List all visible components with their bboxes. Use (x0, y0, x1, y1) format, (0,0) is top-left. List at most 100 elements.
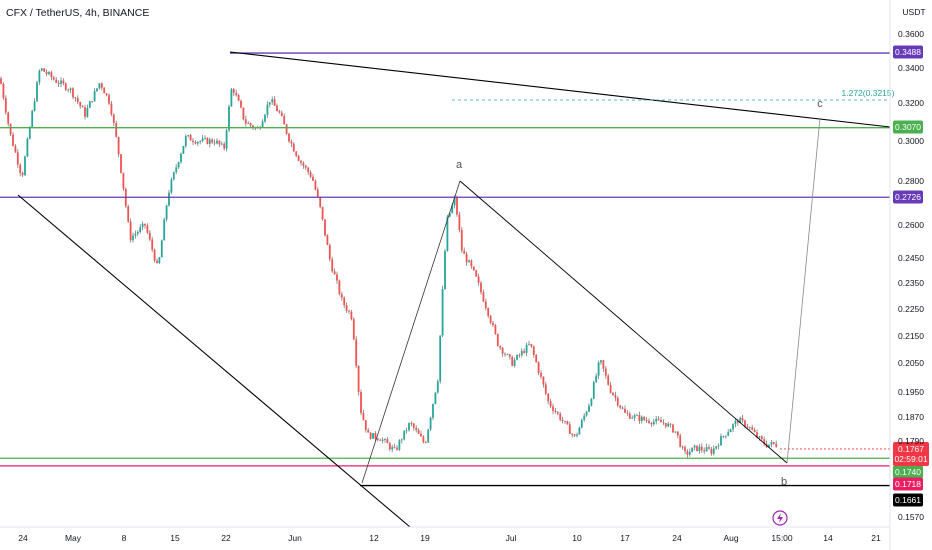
candle-body (268, 102, 271, 105)
candle-body (619, 405, 622, 408)
candle-body (420, 433, 422, 437)
candle-body (362, 412, 365, 421)
candle-body (624, 408, 626, 413)
candle-body (292, 143, 295, 152)
candle-body (283, 116, 286, 125)
level-price-text: 0.1661 (895, 495, 921, 505)
candle-body (580, 419, 583, 428)
candle-body (302, 162, 305, 166)
candle-body (645, 420, 648, 421)
candle-body (216, 140, 218, 144)
candle-body (357, 365, 360, 392)
trendline-upper[interactable] (229, 51, 891, 128)
candle-body (590, 398, 593, 406)
candle-body (736, 420, 739, 423)
candle-body (348, 310, 350, 312)
candle-body (163, 219, 166, 241)
candle-body (403, 430, 406, 440)
candle-body (547, 393, 550, 402)
candle-body (117, 136, 120, 155)
x-tick-label: 19 (420, 533, 430, 543)
candle-body (648, 420, 650, 424)
y-tick-label: 0.2250 (898, 304, 924, 314)
candle-body (520, 350, 523, 356)
candle-body (31, 110, 34, 128)
candle-body (170, 179, 173, 193)
candle-body (494, 325, 497, 334)
candle-body (26, 138, 29, 157)
y-tick-label: 0.2800 (898, 176, 924, 186)
candle-body (376, 438, 379, 440)
candle-body (295, 151, 298, 156)
candle-body (489, 315, 492, 323)
candle-body (184, 136, 187, 147)
candle-body (235, 92, 238, 96)
candle-body (28, 127, 31, 139)
candle-body (643, 416, 646, 421)
candle-body (21, 172, 24, 176)
candle-body (686, 451, 689, 455)
candle-body (177, 162, 180, 168)
candle-body (314, 180, 317, 190)
candle-body (626, 412, 629, 414)
candle-body (108, 95, 110, 104)
trendline-lower[interactable] (17, 194, 411, 528)
candle-body (72, 88, 74, 98)
trendline-a-b[interactable] (459, 180, 788, 464)
candle-body (105, 93, 108, 96)
candle-body (448, 213, 451, 217)
candle-body (122, 172, 125, 189)
candle-body (201, 138, 204, 142)
candle-body (763, 439, 766, 444)
candle-body (220, 143, 223, 145)
candle-body (744, 420, 746, 427)
wave-leg-3[interactable] (786, 117, 821, 464)
candle-body (662, 422, 665, 424)
candle-body (208, 139, 211, 144)
candle-body (172, 172, 175, 180)
candle-body (746, 426, 749, 428)
candle-body (734, 420, 737, 425)
candle-body (441, 289, 444, 336)
candle-body (741, 418, 744, 421)
candle-body (607, 375, 610, 385)
y-tick-label: 0.1790 (898, 436, 924, 446)
candle-body (530, 343, 533, 347)
candle-body (739, 418, 742, 423)
candle-body (688, 452, 691, 455)
candle-body (508, 354, 511, 357)
level-price-badge (893, 190, 923, 204)
x-tick-label: Jun (288, 533, 302, 543)
candle-body (578, 427, 581, 435)
candle-body (148, 232, 151, 240)
lightning-glyph (777, 513, 783, 523)
candle-body (427, 429, 430, 443)
candle-body (480, 282, 482, 293)
candle-body (384, 439, 386, 440)
candle-body (612, 392, 614, 395)
candle-body (120, 154, 122, 173)
wave-leg-1[interactable] (361, 180, 461, 484)
candle-body (571, 433, 574, 435)
candle-body (319, 196, 322, 207)
candle-body (175, 167, 178, 173)
candle-body (518, 354, 521, 356)
candle-body (182, 146, 185, 154)
candle-body (504, 353, 506, 355)
candle-body (379, 439, 382, 441)
candle-body (218, 140, 221, 145)
candle-body (676, 431, 679, 436)
candle-body (710, 448, 713, 454)
chart-title: CFX / TetherUS, 4h, BINANCE (6, 7, 150, 19)
candle-body (55, 79, 58, 83)
candle-body (511, 356, 514, 366)
candle-body (110, 103, 113, 115)
candle-body (768, 444, 770, 448)
candle-body (326, 235, 329, 245)
candle-body (48, 72, 50, 75)
wave-label: c (817, 98, 823, 110)
candle-body (88, 101, 91, 108)
candle-body (69, 88, 72, 90)
candle-body (600, 360, 602, 363)
